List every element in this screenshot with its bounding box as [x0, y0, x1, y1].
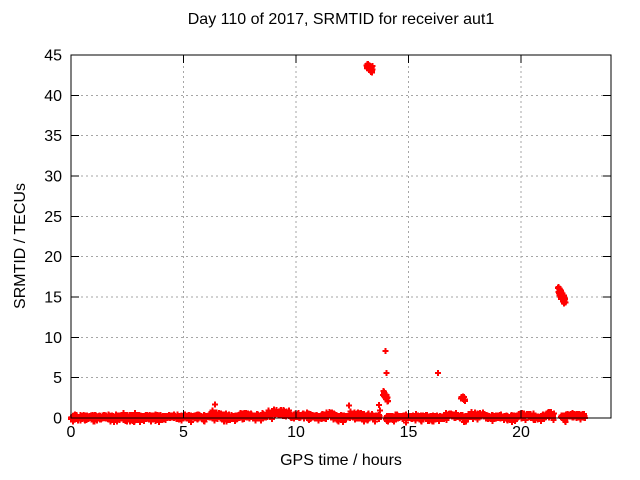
x-tick-label: 20	[512, 424, 530, 441]
y-tick-label: 10	[44, 330, 62, 347]
y-tick-label: 45	[44, 48, 62, 65]
x-tick-label: 5	[179, 424, 188, 441]
grid-lines	[71, 55, 611, 418]
y-tick-label: 5	[53, 370, 62, 387]
y-tick-label: 40	[44, 88, 62, 105]
y-tick-label: 30	[44, 169, 62, 186]
y-tick-label: 20	[44, 249, 62, 266]
x-tick-label: 10	[287, 424, 305, 441]
tick-marks	[70, 54, 611, 419]
scatter-points	[68, 61, 588, 426]
y-tick-label: 35	[44, 128, 62, 145]
x-tick-label: 0	[67, 424, 76, 441]
y-tick-label: 0	[53, 411, 62, 428]
x-axis-title: GPS time / hours	[280, 452, 402, 469]
x-tick-label: 15	[400, 424, 418, 441]
y-tick-label: 25	[44, 209, 62, 226]
chart-title: Day 110 of 2017, SRMTID for receiver aut…	[187, 11, 495, 28]
plot-border	[70, 54, 612, 419]
y-tick-label: 15	[44, 290, 62, 307]
